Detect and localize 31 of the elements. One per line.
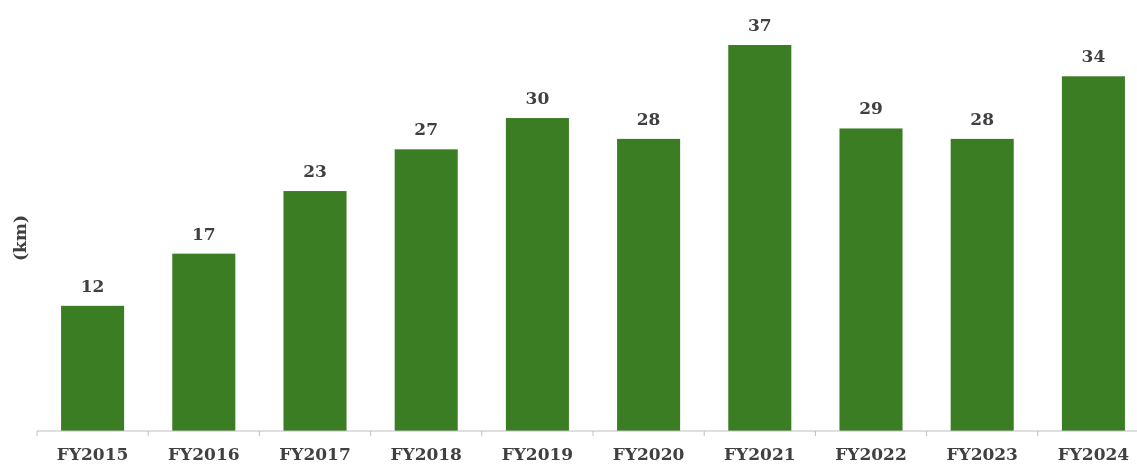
x-tick-label: FY2015	[56, 444, 129, 464]
data-label: 17	[191, 223, 216, 244]
data-label: 27	[414, 119, 439, 140]
data-label: 37	[747, 15, 772, 35]
x-tick-label: FY2018	[390, 444, 462, 464]
data-label: 30	[525, 88, 550, 109]
bar	[172, 253, 236, 431]
x-tick-label: FY2022	[835, 444, 907, 464]
x-tick-label: FY2021	[724, 444, 796, 464]
bar	[950, 138, 1014, 431]
x-tick-label: FY2020	[612, 444, 685, 464]
x-tick-label: FY2024	[1057, 444, 1130, 464]
bar	[283, 191, 347, 431]
data-label: 34	[1081, 46, 1106, 67]
bar	[394, 149, 458, 431]
bar	[505, 118, 569, 431]
bar	[1061, 76, 1125, 431]
x-tick-label: FY2016	[168, 444, 240, 464]
data-label: 28	[970, 108, 995, 129]
data-label: 23	[303, 161, 327, 182]
x-tick-label: FY2019	[501, 444, 574, 464]
bar	[839, 128, 903, 431]
data-label: 12	[80, 275, 105, 296]
bar	[61, 305, 125, 431]
y-axis-title: (km)	[10, 215, 30, 261]
bar	[617, 138, 681, 431]
x-tick-label: FY2017	[279, 444, 351, 464]
x-tick-label: FY2023	[946, 444, 1018, 464]
data-label: 29	[859, 98, 883, 119]
data-label: 28	[636, 108, 661, 129]
bar	[728, 45, 792, 431]
